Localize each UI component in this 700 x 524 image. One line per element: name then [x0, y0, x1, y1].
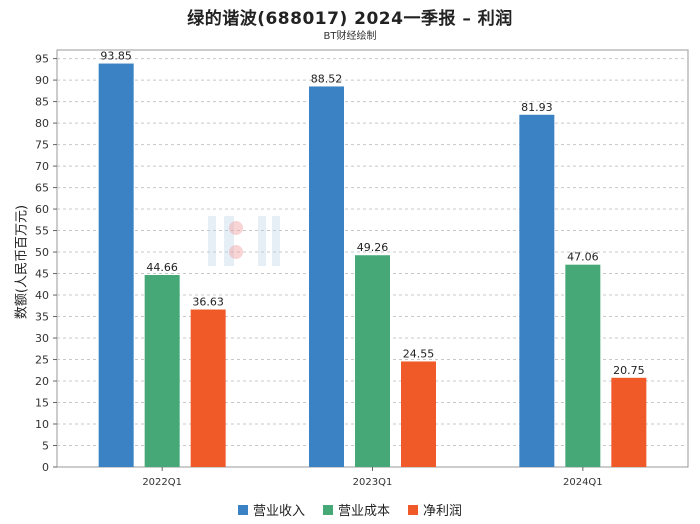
y-tick-label: 55	[35, 225, 49, 238]
watermark-logo-dot	[229, 245, 243, 259]
bar	[519, 114, 555, 467]
x-tick-label: 2024Q1	[563, 477, 603, 488]
x-tick-label: 2022Q1	[142, 477, 182, 488]
legend-item: 营业成本	[322, 500, 390, 519]
y-tick-label: 10	[35, 418, 49, 431]
y-tick-label: 50	[35, 246, 49, 259]
data-label: 93.85	[100, 50, 132, 63]
data-label: 20.75	[613, 364, 645, 377]
legend-swatch	[322, 504, 333, 515]
data-label: 24.55	[403, 347, 435, 360]
y-tick-label: 15	[35, 397, 49, 410]
bar	[144, 275, 180, 467]
watermark-logo-dot	[229, 221, 243, 235]
legend-label: 净利润	[423, 504, 463, 519]
data-label: 47.06	[567, 251, 599, 264]
watermark-logo-bar	[258, 216, 266, 266]
legend-swatch	[237, 504, 248, 515]
data-label: 36.63	[192, 296, 224, 309]
chart-title: 绿的谐波(688017) 2024一季报 – 利润	[187, 9, 513, 29]
bar	[309, 86, 344, 467]
bar	[401, 361, 436, 467]
bar	[611, 377, 647, 467]
y-tick-label: 25	[35, 354, 49, 367]
legend-label: 营业收入	[252, 504, 305, 519]
y-tick-label: 70	[35, 160, 49, 173]
data-label: 44.66	[146, 261, 178, 274]
y-tick-label: 0	[42, 461, 49, 474]
data-label: 81.93	[521, 101, 553, 114]
bar	[565, 264, 601, 467]
y-tick-label: 95	[35, 53, 49, 66]
legend-swatch	[408, 504, 418, 515]
chart-subtitle: BT财经绘制	[323, 31, 377, 42]
watermark-logo-bar	[208, 216, 216, 266]
x-tick-label: 2023Q1	[353, 477, 393, 488]
y-tick-label: 85	[35, 96, 49, 109]
y-tick-label: 45	[35, 268, 49, 281]
legend: 营业收入 营业成本 净利润	[0, 500, 700, 519]
watermark-logo-bar	[224, 216, 234, 266]
bar	[355, 255, 390, 467]
y-tick-label: 60	[35, 203, 49, 216]
legend-item: 营业收入	[237, 500, 305, 519]
y-tick-label: 80	[35, 117, 49, 130]
y-tick-label: 40	[35, 289, 49, 302]
legend-label: 营业成本	[337, 504, 390, 519]
bar	[190, 309, 226, 467]
bar	[98, 63, 134, 468]
data-label: 88.52	[311, 72, 343, 85]
y-tick-label: 65	[35, 182, 49, 195]
y-tick-label: 35	[35, 311, 49, 324]
data-label: 49.26	[357, 241, 389, 254]
y-tick-label: 75	[35, 139, 49, 152]
legend-item: 净利润	[408, 500, 462, 519]
y-tick-label: 5	[42, 440, 49, 453]
y-tick-label: 90	[35, 74, 49, 87]
y-tick-label: 20	[35, 375, 49, 388]
watermark-logo-bar	[272, 216, 280, 266]
y-tick-label: 30	[35, 332, 49, 345]
